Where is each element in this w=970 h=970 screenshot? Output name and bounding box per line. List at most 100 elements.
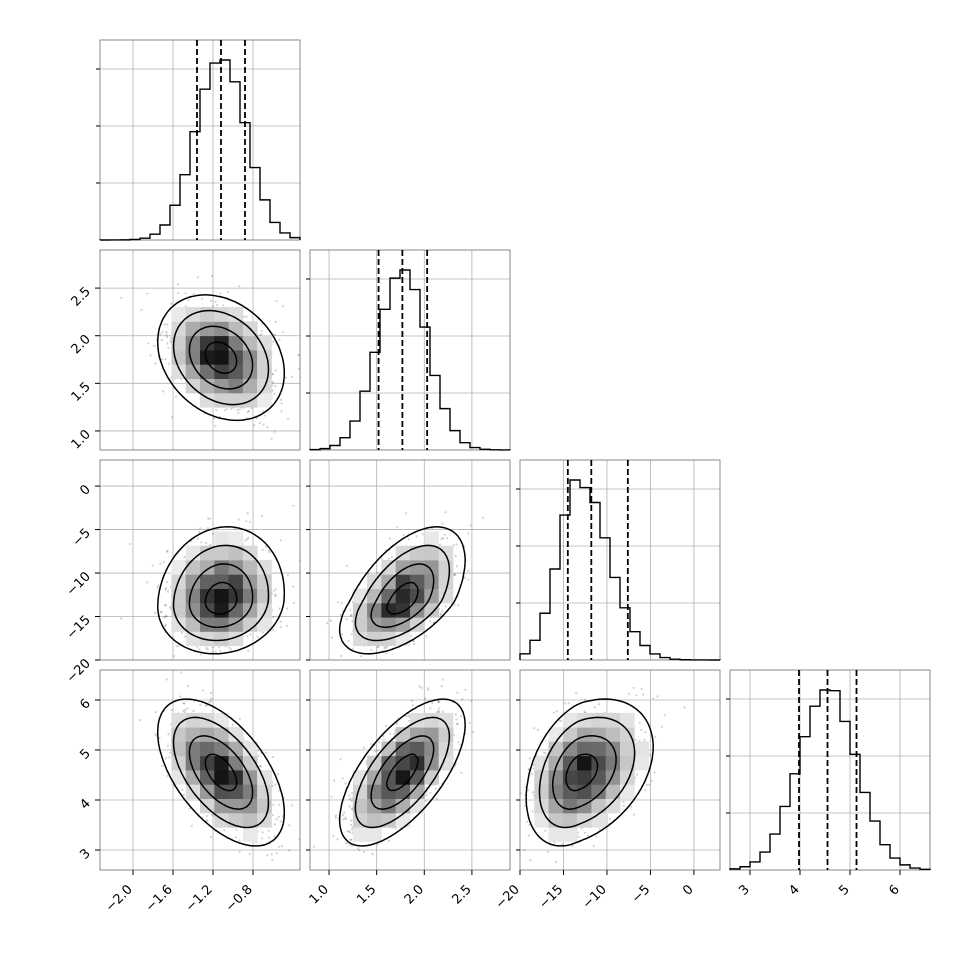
sample-point — [351, 797, 354, 800]
sample-point — [553, 841, 556, 844]
sample-point — [214, 650, 217, 653]
density-cell — [214, 545, 229, 561]
sample-point — [459, 743, 462, 746]
sample-point — [154, 612, 157, 615]
density-cell — [577, 798, 592, 814]
density-cell — [228, 727, 244, 742]
sample-point — [285, 376, 288, 379]
sample-point — [274, 783, 277, 786]
sample-point — [439, 614, 442, 617]
sample-point — [249, 633, 252, 636]
panel-3-1 — [309, 669, 511, 871]
sample-point — [349, 831, 352, 834]
hist-frame-2 — [519, 459, 721, 661]
sample-point — [297, 354, 300, 357]
density-cell — [200, 727, 215, 742]
density-cell — [214, 617, 229, 632]
density-cell — [200, 770, 215, 785]
sample-point — [198, 648, 201, 651]
density-cell — [185, 631, 201, 647]
sample-point — [527, 768, 530, 771]
sample-point — [168, 756, 171, 759]
sample-point — [187, 684, 190, 687]
density-cell — [228, 545, 244, 561]
density-cell — [438, 574, 454, 589]
sample-point — [187, 299, 190, 302]
sample-point — [297, 367, 300, 370]
contour-3-2-0 — [565, 753, 599, 792]
sample-point — [213, 417, 216, 420]
density-cell — [257, 392, 272, 408]
density-cell — [185, 364, 201, 379]
sample-point — [271, 755, 274, 759]
sample-point — [238, 408, 241, 411]
frame-3-2 — [519, 669, 721, 871]
density-cell — [562, 712, 578, 728]
sample-point — [209, 835, 213, 838]
sample-point — [265, 751, 268, 754]
density-cell — [171, 335, 187, 351]
sample-point — [209, 543, 212, 546]
sample-point — [291, 804, 294, 807]
sample-point — [638, 739, 641, 742]
contour-2-1-0 — [386, 581, 419, 615]
density-2-0 — [171, 531, 272, 647]
sample-point — [330, 636, 333, 639]
sample-point — [638, 721, 641, 724]
density-cell — [605, 784, 621, 799]
xtick-label-2-1: −15 — [536, 882, 566, 912]
density-cell — [228, 307, 244, 322]
density-cell — [395, 755, 411, 771]
contour-3-1-0 — [386, 753, 419, 792]
sample-point — [275, 818, 278, 821]
sample-point — [544, 752, 547, 755]
density-cell — [367, 827, 382, 842]
sample-point — [435, 797, 438, 800]
density-cell — [352, 631, 368, 647]
sample-point — [248, 521, 251, 524]
density-cell — [242, 364, 258, 379]
sample-point — [161, 765, 164, 768]
hist-panel-1 — [306, 249, 511, 451]
density-cell — [200, 307, 215, 322]
density-cell — [200, 321, 215, 337]
sample-point — [279, 626, 282, 629]
xtick-label-2-0: −20 — [493, 882, 523, 912]
sample-point — [192, 292, 195, 296]
density-cell — [577, 770, 592, 785]
sample-point — [167, 362, 170, 365]
sample-point — [640, 688, 643, 691]
density-cell — [438, 727, 454, 742]
xtick-label-3-2: 5 — [836, 882, 852, 898]
sample-point — [470, 700, 473, 703]
sample-point — [162, 560, 165, 564]
sample-point — [292, 585, 295, 588]
sample-point — [264, 545, 267, 548]
sample-point — [169, 606, 172, 609]
sample-point — [348, 805, 351, 808]
sample-point — [365, 762, 368, 766]
sample-point — [344, 842, 348, 845]
sample-point — [425, 635, 428, 638]
sample-point — [453, 603, 456, 607]
xtick-label-3-0: 3 — [736, 882, 752, 898]
sample-point — [261, 831, 264, 834]
sample-point — [643, 738, 646, 741]
density-cell — [242, 560, 258, 575]
sample-point — [481, 516, 485, 519]
density-cell — [367, 784, 382, 799]
sample-point — [183, 635, 187, 638]
sample-point — [278, 607, 281, 610]
sample-point — [211, 305, 214, 308]
sample-point — [644, 731, 647, 734]
sample-point — [275, 299, 278, 303]
density-cell — [577, 741, 592, 757]
sample-point — [347, 639, 350, 643]
xtick-label-0-3: −0.8 — [223, 882, 256, 915]
sample-point — [385, 646, 388, 649]
sample-point — [271, 389, 274, 392]
sample-point — [247, 649, 250, 653]
ytick-label-1-3: 2.5 — [69, 284, 94, 309]
sample-point — [164, 587, 167, 590]
contour-1-0-1 — [188, 325, 254, 390]
